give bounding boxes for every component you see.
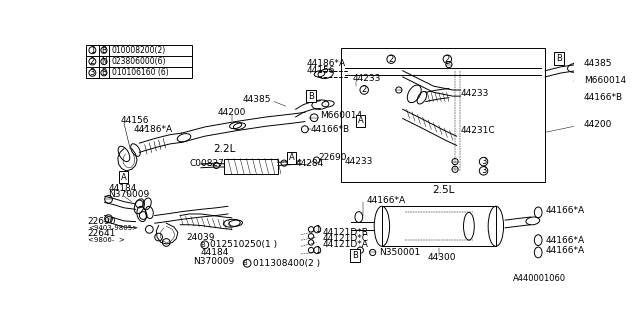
Text: B: B xyxy=(101,46,106,55)
Text: 3: 3 xyxy=(481,166,486,175)
Text: M660014: M660014 xyxy=(584,76,626,85)
Text: 3: 3 xyxy=(481,157,486,166)
Text: 44186*A: 44186*A xyxy=(134,125,173,134)
Text: 010106160 (6): 010106160 (6) xyxy=(111,68,168,77)
Text: M660014: M660014 xyxy=(320,111,362,120)
Text: 44186*A: 44186*A xyxy=(307,59,346,68)
Text: 44166*A: 44166*A xyxy=(546,236,585,245)
Text: 3: 3 xyxy=(90,68,95,77)
Text: B: B xyxy=(556,54,562,63)
Text: 44200: 44200 xyxy=(584,120,612,129)
Text: 44166*A: 44166*A xyxy=(546,206,585,215)
Bar xyxy=(341,48,545,182)
Text: 44284: 44284 xyxy=(296,159,324,168)
Text: 44385: 44385 xyxy=(584,59,612,68)
Text: 44184: 44184 xyxy=(201,248,229,257)
Text: B: B xyxy=(101,68,106,77)
Text: 44233: 44233 xyxy=(353,74,381,83)
Text: 2: 2 xyxy=(362,85,367,94)
Text: B: B xyxy=(200,242,205,248)
Text: 2: 2 xyxy=(388,55,394,64)
Text: 44121D*C: 44121D*C xyxy=(323,234,369,243)
Text: A440001060: A440001060 xyxy=(513,274,566,283)
Text: 011308400(2 ): 011308400(2 ) xyxy=(253,259,319,268)
Text: 24039: 24039 xyxy=(187,233,215,242)
Text: 22641: 22641 xyxy=(88,229,116,238)
Text: 44166*B: 44166*B xyxy=(584,93,623,102)
Text: 2.5L: 2.5L xyxy=(432,185,454,195)
Text: 44166*B: 44166*B xyxy=(311,125,350,134)
Bar xyxy=(224,158,278,174)
Text: 44184: 44184 xyxy=(109,184,137,193)
Text: N: N xyxy=(101,57,107,66)
Text: 44300: 44300 xyxy=(428,252,456,261)
Text: 44231C: 44231C xyxy=(460,126,495,135)
Text: A: A xyxy=(121,172,127,181)
Text: 44385: 44385 xyxy=(243,95,271,105)
Text: N350001: N350001 xyxy=(379,248,420,257)
Text: 22690: 22690 xyxy=(319,153,348,162)
Text: C00827: C00827 xyxy=(189,159,224,168)
Text: 44156: 44156 xyxy=(120,116,148,125)
Text: 012510250(1 ): 012510250(1 ) xyxy=(210,240,277,249)
Text: A: A xyxy=(358,116,364,125)
Text: <9403-9805>: <9403-9805> xyxy=(88,225,138,231)
Text: 1: 1 xyxy=(315,225,320,234)
Text: 2.2L: 2.2L xyxy=(213,143,236,154)
Text: 22690: 22690 xyxy=(88,217,116,226)
Bar xyxy=(382,206,496,246)
Text: 1: 1 xyxy=(90,46,95,55)
Text: <9806-  >: <9806- > xyxy=(88,237,125,243)
Text: 1: 1 xyxy=(315,246,320,255)
Text: N370009: N370009 xyxy=(109,190,150,199)
Text: 010008200(2): 010008200(2) xyxy=(111,46,166,55)
Text: B: B xyxy=(243,260,247,266)
Text: B: B xyxy=(308,92,314,101)
Text: 44121D*A: 44121D*A xyxy=(323,240,369,249)
Text: 44233: 44233 xyxy=(460,89,489,98)
Text: 44166*A: 44166*A xyxy=(546,246,585,255)
Text: 2: 2 xyxy=(445,55,450,64)
Bar xyxy=(86,44,193,78)
Text: 44166*A: 44166*A xyxy=(367,196,406,204)
Text: 023806000(6): 023806000(6) xyxy=(111,57,166,66)
Text: 44200: 44200 xyxy=(218,108,246,117)
Text: A: A xyxy=(289,153,294,162)
Text: N370009: N370009 xyxy=(193,257,234,266)
Text: 44156: 44156 xyxy=(307,66,335,75)
Text: 44233: 44233 xyxy=(345,157,373,166)
Text: B: B xyxy=(352,251,358,260)
Text: 2: 2 xyxy=(90,57,95,66)
Text: 44121D*B: 44121D*B xyxy=(323,228,369,237)
